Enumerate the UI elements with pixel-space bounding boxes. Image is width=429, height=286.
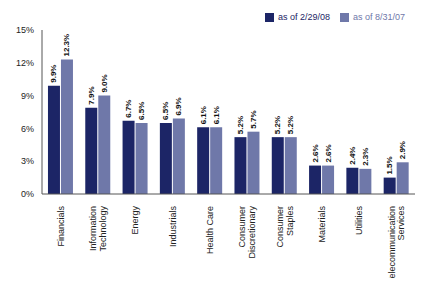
svg-text:6.9%: 6.9%: [174, 97, 183, 115]
svg-text:5.2%: 5.2%: [236, 116, 245, 134]
svg-text:6.7%: 6.7%: [124, 100, 133, 118]
svg-text:5.7%: 5.7%: [249, 110, 258, 128]
svg-text:12%: 12%: [16, 58, 34, 68]
svg-text:2.6%: 2.6%: [311, 144, 320, 162]
svg-text:2.3%: 2.3%: [361, 148, 370, 166]
svg-text:15%: 15%: [16, 25, 34, 35]
svg-text:6%: 6%: [21, 124, 34, 134]
svg-text:Health Care: Health Care: [205, 206, 215, 254]
svg-text:9.9%: 9.9%: [49, 65, 58, 83]
svg-text:2.6%: 2.6%: [324, 144, 333, 162]
svg-text:3%: 3%: [21, 156, 34, 166]
svg-text:9.0%: 9.0%: [100, 74, 109, 92]
svg-text:5.2%: 5.2%: [273, 116, 282, 134]
svg-text:Energy: Energy: [130, 206, 140, 235]
html-text:as of 2/29/08: as of 2/29/08: [277, 12, 330, 22]
svg-text:6.5%: 6.5%: [161, 102, 170, 120]
svg-text:9%: 9%: [21, 91, 34, 101]
svg-text:Financials: Financials: [56, 206, 66, 247]
html-text:as of 8/31/07: as of 8/31/07: [353, 12, 405, 22]
svg-text:Industrials: Industrials: [168, 206, 178, 248]
svg-text:TelecommunicationServices: TelecommunicationServices: [387, 206, 407, 278]
svg-text:ConsumerStaples: ConsumerStaples: [275, 206, 295, 248]
svg-text:Materials: Materials: [317, 206, 327, 243]
svg-text:6.1%: 6.1%: [212, 106, 221, 124]
svg-text:0%: 0%: [21, 189, 34, 199]
svg-text:6.1%: 6.1%: [199, 106, 208, 124]
svg-text:InformationTechnology: InformationTechnology: [88, 206, 108, 252]
svg-text:12.3%: 12.3%: [62, 34, 71, 57]
svg-text:2.4%: 2.4%: [348, 147, 357, 165]
svg-text:5.2%: 5.2%: [286, 116, 295, 134]
svg-text:7.9%: 7.9%: [87, 86, 96, 104]
svg-text:1.5%: 1.5%: [385, 156, 394, 174]
svg-text:2.9%: 2.9%: [398, 141, 407, 159]
svg-text:6.5%: 6.5%: [137, 102, 146, 120]
svg-text:ConsumerDiscretionary: ConsumerDiscretionary: [237, 206, 257, 259]
svg-text:Utilities: Utilities: [354, 206, 364, 236]
